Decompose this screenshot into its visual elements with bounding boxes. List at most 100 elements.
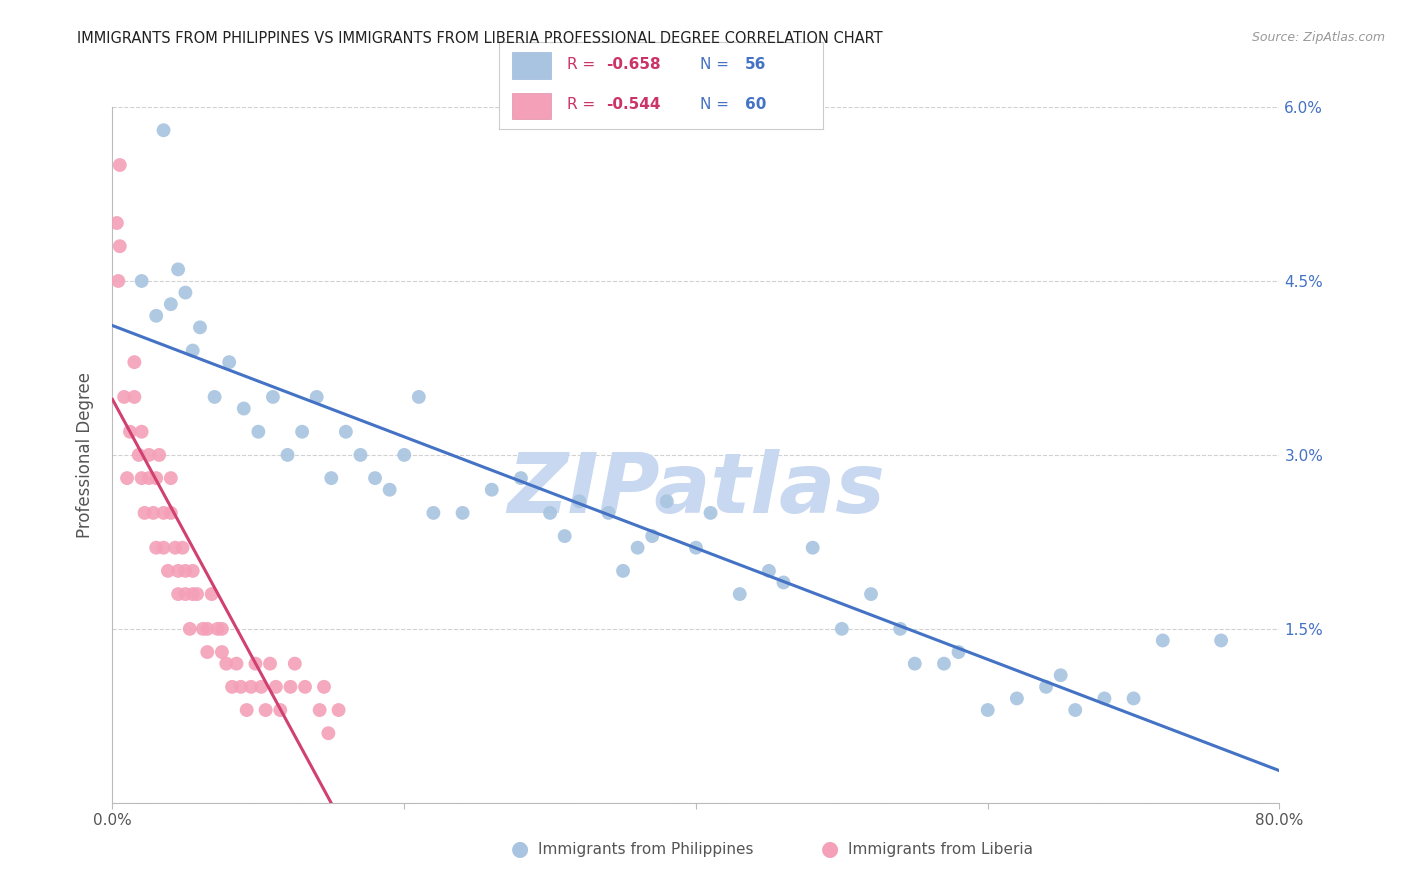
Point: [509, 471, 531, 485]
Point: [831, 622, 853, 636]
Point: [240, 680, 263, 694]
Point: [264, 680, 287, 694]
Point: [221, 680, 243, 694]
Point: [685, 541, 707, 555]
Point: [186, 587, 208, 601]
Point: [160, 471, 183, 485]
Text: Immigrants from Philippines: Immigrants from Philippines: [538, 842, 754, 856]
Point: [207, 622, 229, 636]
Point: [758, 564, 780, 578]
Point: [247, 425, 270, 439]
Bar: [512, 53, 551, 78]
Point: [422, 506, 444, 520]
Point: [262, 390, 284, 404]
Point: [1122, 691, 1144, 706]
Point: [160, 506, 183, 520]
Point: [174, 285, 197, 300]
Point: [229, 680, 252, 694]
Point: [481, 483, 503, 497]
Point: [108, 239, 131, 253]
Point: [598, 506, 620, 520]
Point: [276, 448, 298, 462]
Point: [859, 587, 883, 601]
Point: [392, 448, 416, 462]
Point: [152, 541, 174, 555]
Point: [195, 622, 218, 636]
Point: [131, 274, 153, 288]
Point: [451, 506, 474, 520]
Point: [145, 541, 167, 555]
Point: [364, 471, 387, 485]
Point: [191, 622, 214, 636]
Point: [156, 564, 179, 578]
Point: [181, 564, 204, 578]
Point: [142, 506, 165, 520]
Point: [1209, 633, 1232, 648]
Point: [801, 541, 824, 555]
Point: [612, 564, 634, 578]
Point: [145, 471, 167, 485]
Point: [291, 425, 314, 439]
Point: [655, 494, 678, 508]
Text: Source: ZipAtlas.com: Source: ZipAtlas.com: [1251, 31, 1385, 45]
Point: [115, 471, 138, 485]
Text: -0.658: -0.658: [606, 57, 661, 72]
Point: [294, 680, 316, 694]
Text: ●: ●: [512, 839, 529, 859]
Point: [179, 622, 201, 636]
Point: [218, 355, 240, 369]
Point: [889, 622, 911, 636]
Point: [172, 541, 194, 555]
Point: [1064, 703, 1087, 717]
Point: [269, 703, 291, 717]
Point: [118, 425, 141, 439]
Text: Immigrants from Liberia: Immigrants from Liberia: [848, 842, 1033, 856]
Point: [108, 158, 131, 172]
Point: [145, 309, 167, 323]
Point: [165, 541, 187, 555]
Point: [318, 726, 340, 740]
Point: [250, 680, 273, 694]
Point: [1005, 691, 1028, 706]
Point: [328, 703, 350, 717]
Point: [335, 425, 357, 439]
Text: -0.544: -0.544: [606, 97, 661, 112]
Point: [167, 564, 190, 578]
Point: [235, 703, 257, 717]
Point: [904, 657, 927, 671]
Point: [259, 657, 281, 671]
Text: 56: 56: [745, 57, 766, 72]
Text: N =: N =: [700, 57, 734, 72]
Point: [225, 657, 247, 671]
Point: [160, 297, 183, 311]
Point: [641, 529, 664, 543]
Text: IMMIGRANTS FROM PHILIPPINES VS IMMIGRANTS FROM LIBERIA PROFESSIONAL DEGREE CORRE: IMMIGRANTS FROM PHILIPPINES VS IMMIGRANT…: [77, 31, 883, 46]
Text: 60: 60: [745, 97, 766, 112]
Point: [932, 657, 955, 671]
Point: [152, 123, 174, 137]
Point: [699, 506, 721, 520]
Point: [204, 390, 226, 404]
Point: [321, 471, 343, 485]
Point: [107, 274, 129, 288]
Point: [105, 216, 128, 230]
Point: [284, 657, 307, 671]
Point: [131, 425, 153, 439]
Point: [152, 506, 174, 520]
Point: [948, 645, 970, 659]
Point: [148, 448, 170, 462]
Text: R =: R =: [567, 97, 600, 112]
Point: [215, 657, 238, 671]
Point: [312, 680, 335, 694]
Point: [1152, 633, 1174, 648]
Point: [232, 401, 254, 416]
Point: [308, 703, 330, 717]
Point: [626, 541, 648, 555]
Point: [124, 355, 146, 369]
Point: [280, 680, 302, 694]
Point: [188, 320, 211, 334]
Point: [772, 575, 794, 590]
Point: [1049, 668, 1071, 682]
Point: [554, 529, 576, 543]
Point: [138, 448, 160, 462]
